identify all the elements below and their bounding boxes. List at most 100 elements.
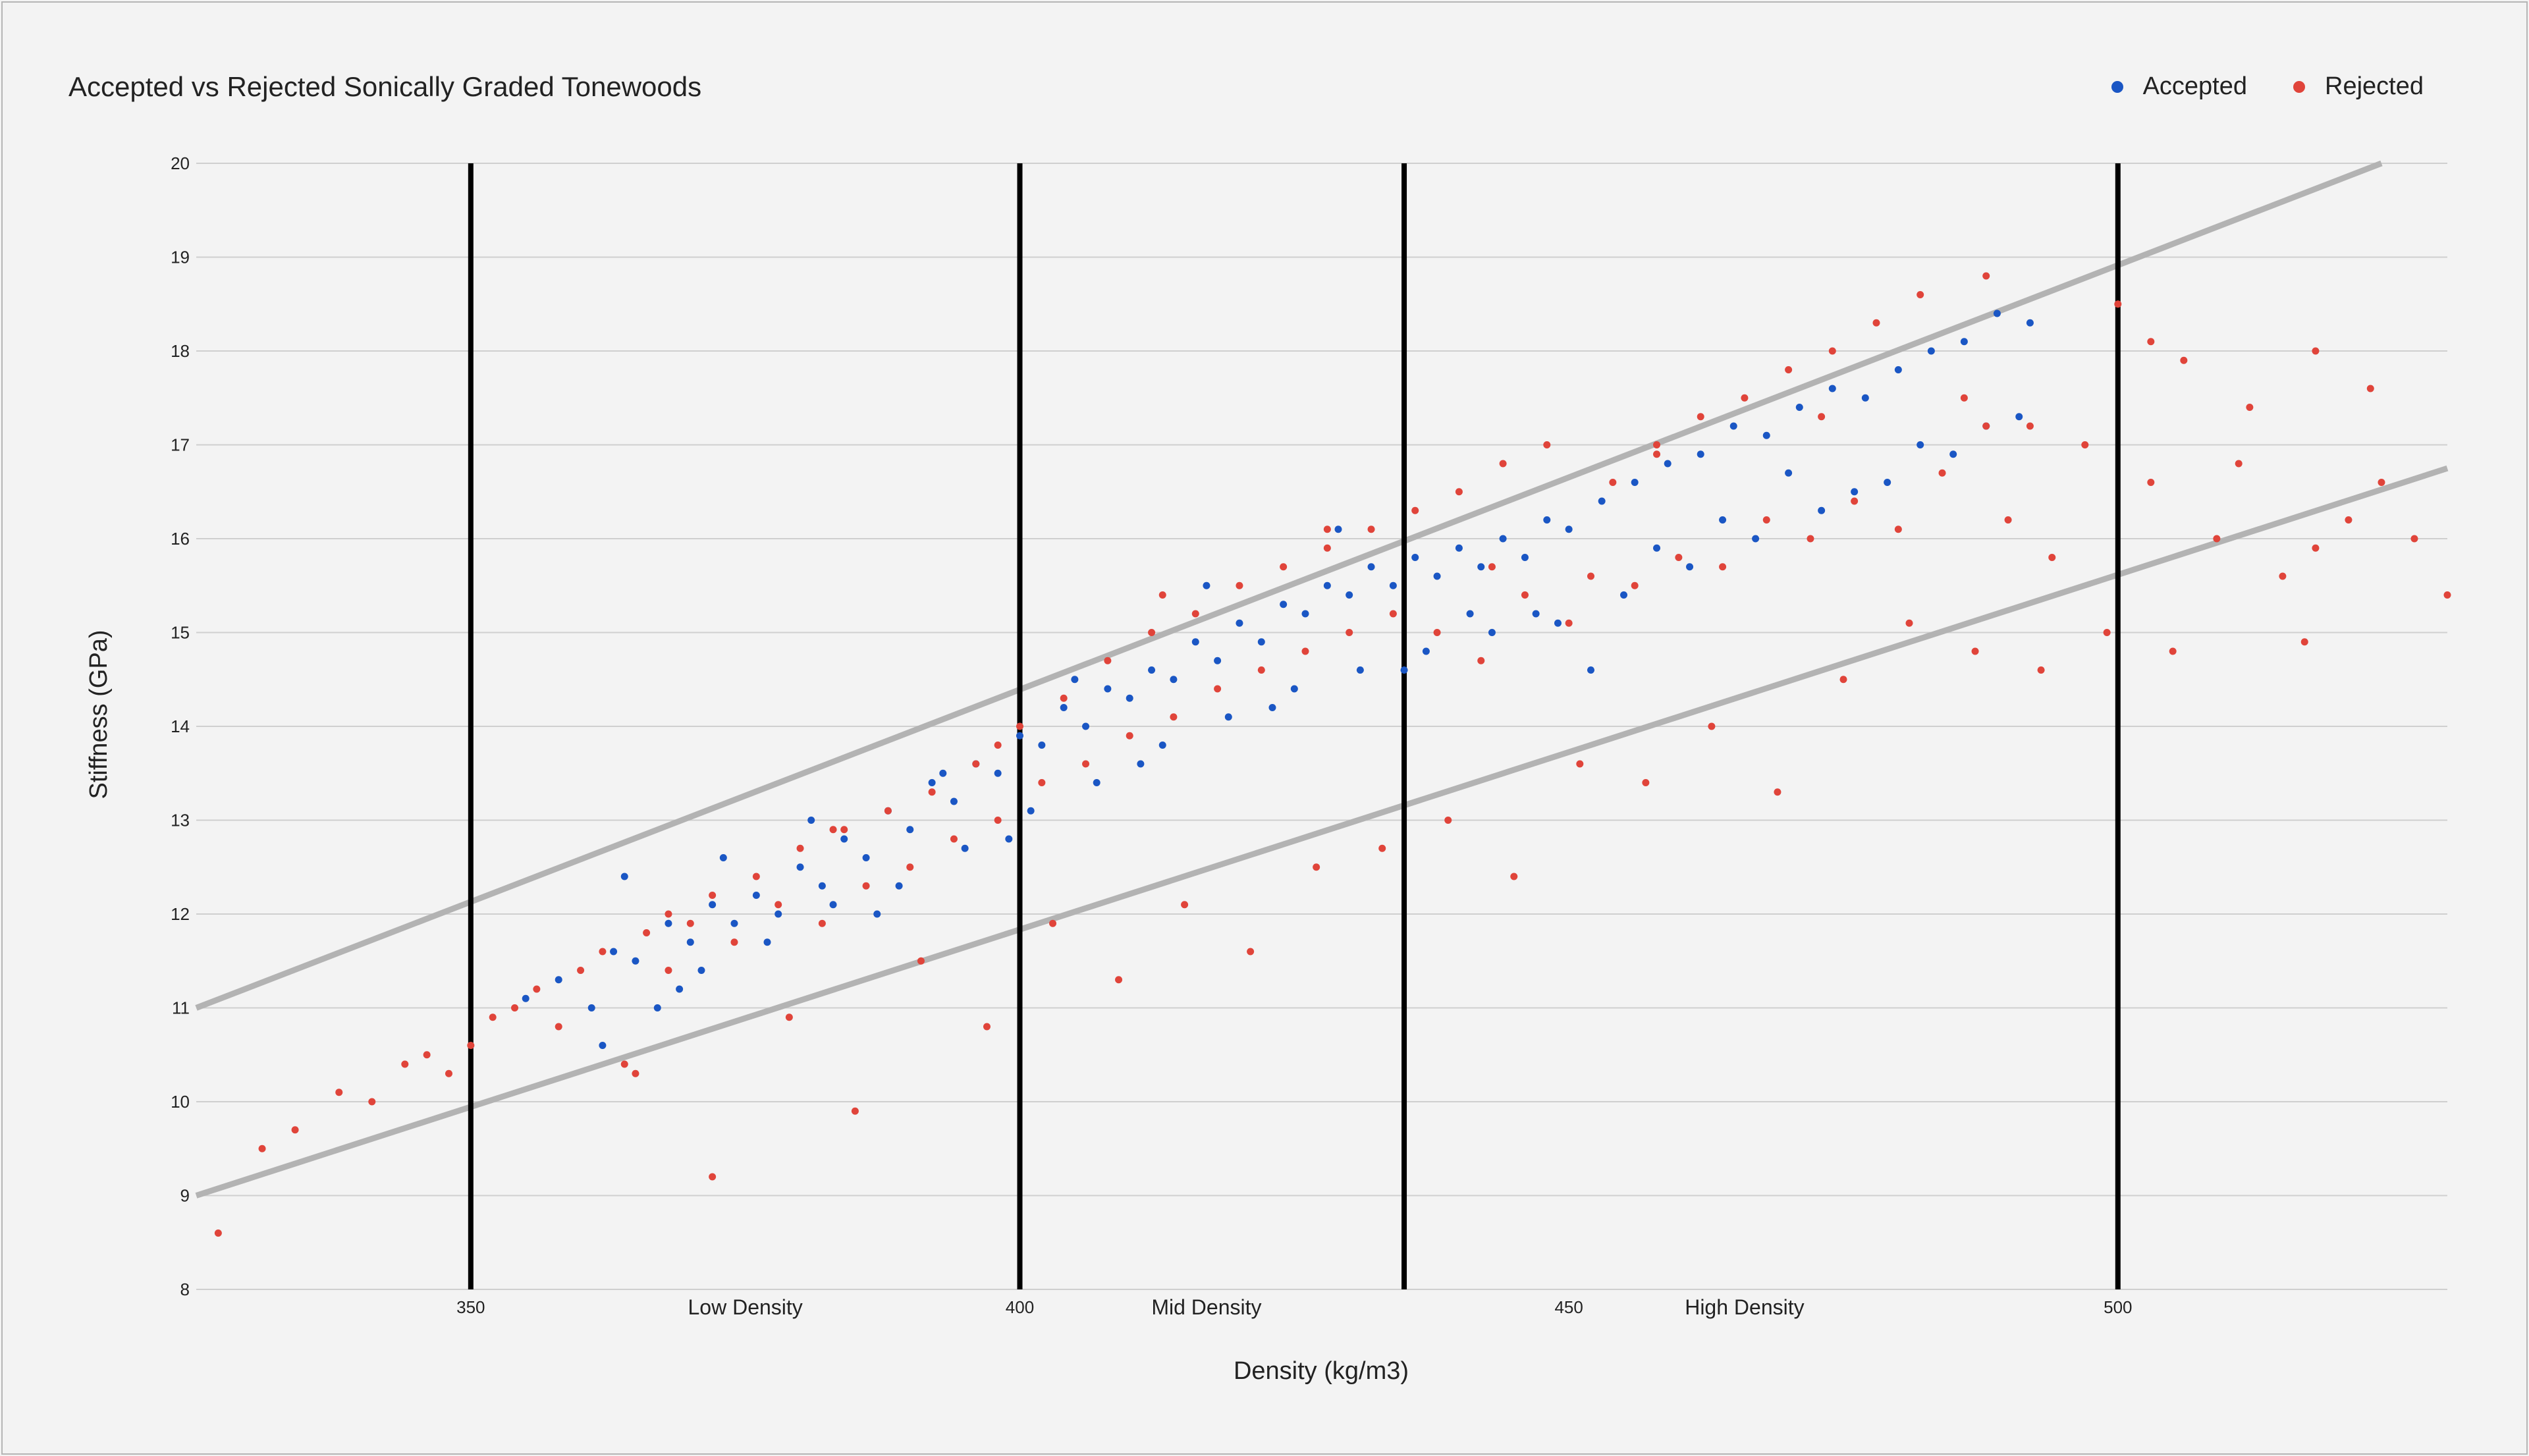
accepted-point xyxy=(1224,713,1232,721)
accepted-point xyxy=(1334,526,1342,533)
rejected-point xyxy=(2037,666,2045,674)
region-label: High Density xyxy=(1685,1295,1804,1319)
rejected-point xyxy=(1719,563,1727,571)
accepted-point xyxy=(1389,581,1397,589)
accepted-point xyxy=(1499,535,1507,543)
y-tick-label: 10 xyxy=(171,1092,190,1112)
rejected-point xyxy=(851,1107,859,1115)
rejected-point xyxy=(1894,526,1902,533)
accepted-point xyxy=(1686,563,1694,571)
accepted-point xyxy=(665,919,672,927)
rejected-point xyxy=(917,957,925,965)
rejected-point xyxy=(2114,300,2122,308)
rejected-point xyxy=(1236,581,1243,589)
accepted-point xyxy=(1346,591,1353,599)
rejected-point xyxy=(1510,873,1518,880)
rejected-point xyxy=(775,901,782,909)
accepted-point xyxy=(1795,404,1803,411)
rejected-point xyxy=(1982,422,1990,430)
accepted-point xyxy=(1598,497,1606,505)
rejected-point xyxy=(2246,404,2254,411)
accepted-point xyxy=(873,910,881,918)
rejected-point xyxy=(1960,394,1968,402)
x-tick-label: 450 xyxy=(1554,1297,1583,1317)
rejected-point xyxy=(1257,666,1265,674)
rejected-point xyxy=(2300,638,2308,646)
rejected-point xyxy=(2279,572,2287,580)
rejected-point xyxy=(1104,657,1112,664)
rejected-point xyxy=(2410,535,2418,543)
rejected-point xyxy=(1675,554,1683,561)
accepted-point xyxy=(1861,394,1869,402)
rejected-point xyxy=(2081,441,2089,448)
accepted-point xyxy=(1762,431,1770,439)
rejected-point xyxy=(1126,732,1133,740)
rejected-point xyxy=(709,892,717,899)
rejected-point xyxy=(1060,694,1068,702)
rejected-point xyxy=(2213,535,2221,543)
rejected-point xyxy=(1280,563,1288,571)
accepted-point xyxy=(829,901,837,909)
accepted-point xyxy=(1290,685,1298,693)
rejected-point xyxy=(1148,629,1156,636)
accepted-point xyxy=(1719,516,1727,524)
rejected-point xyxy=(730,938,738,946)
accepted-point xyxy=(1005,835,1013,843)
accepted-point xyxy=(818,882,826,890)
rejected-point xyxy=(1323,526,1331,533)
rejected-point xyxy=(2443,591,2451,599)
rejected-point xyxy=(1378,844,1386,852)
rejected-point xyxy=(1917,291,1924,298)
region-label: Low Density xyxy=(688,1295,803,1319)
chart-title: Accepted vs Rejected Sonically Graded To… xyxy=(68,71,702,102)
rejected-point xyxy=(1346,629,1353,636)
legend-label-rejected: Rejected xyxy=(2325,72,2424,100)
y-tick-label: 12 xyxy=(171,904,190,924)
rejected-point xyxy=(1708,722,1716,730)
x-tick-label: 350 xyxy=(456,1297,485,1317)
trend-bands xyxy=(195,160,2449,1199)
legend-label-accepted: Accepted xyxy=(2142,72,2248,100)
rejected-point xyxy=(1982,272,1990,280)
accepted-point xyxy=(1664,460,1672,468)
y-tick-label: 18 xyxy=(171,341,190,361)
rejected-point xyxy=(1181,901,1189,909)
accepted-point xyxy=(1466,610,1474,618)
rejected-point xyxy=(906,863,914,871)
rejected-point xyxy=(1631,581,1639,589)
rejected-point xyxy=(335,1089,343,1096)
accepted-point xyxy=(1280,601,1288,608)
rejected-point xyxy=(1488,563,1496,571)
accepted-point xyxy=(1126,694,1133,702)
accepted-point xyxy=(1170,676,1178,684)
y-axis-title: Stiffness (GPa) xyxy=(85,630,113,799)
accepted-point xyxy=(807,817,815,824)
accepted-point xyxy=(1191,638,1199,646)
y-tick-label: 9 xyxy=(180,1186,190,1206)
rejected-point xyxy=(2147,479,2155,486)
accepted-point xyxy=(1521,554,1529,561)
rejected-point xyxy=(2312,347,2320,355)
accepted-point xyxy=(1543,516,1551,524)
rejected-point xyxy=(1905,619,1913,627)
rejected-point xyxy=(1741,394,1749,402)
rejected-point xyxy=(1389,610,1397,618)
y-tick-label: 11 xyxy=(172,998,190,1018)
legend: Accepted Rejected xyxy=(2111,72,2424,101)
rejected-point xyxy=(1323,544,1331,552)
accepted-point xyxy=(840,835,848,843)
rejected-point xyxy=(709,1173,717,1181)
accepted-point xyxy=(1752,535,1760,543)
accepted-point xyxy=(906,826,914,834)
y-tick-label: 17 xyxy=(171,435,190,455)
rejected-point xyxy=(1411,506,1419,514)
rejected-point xyxy=(511,1004,519,1011)
accepted-point xyxy=(1818,506,1826,514)
accepted-point xyxy=(1422,647,1430,655)
accepted-point xyxy=(1301,610,1309,618)
rejected-point xyxy=(2312,544,2320,552)
rejected-point xyxy=(686,919,694,927)
rejected-point xyxy=(2169,647,2177,655)
rejected-point xyxy=(829,826,837,834)
y-tick-label: 13 xyxy=(171,811,190,830)
